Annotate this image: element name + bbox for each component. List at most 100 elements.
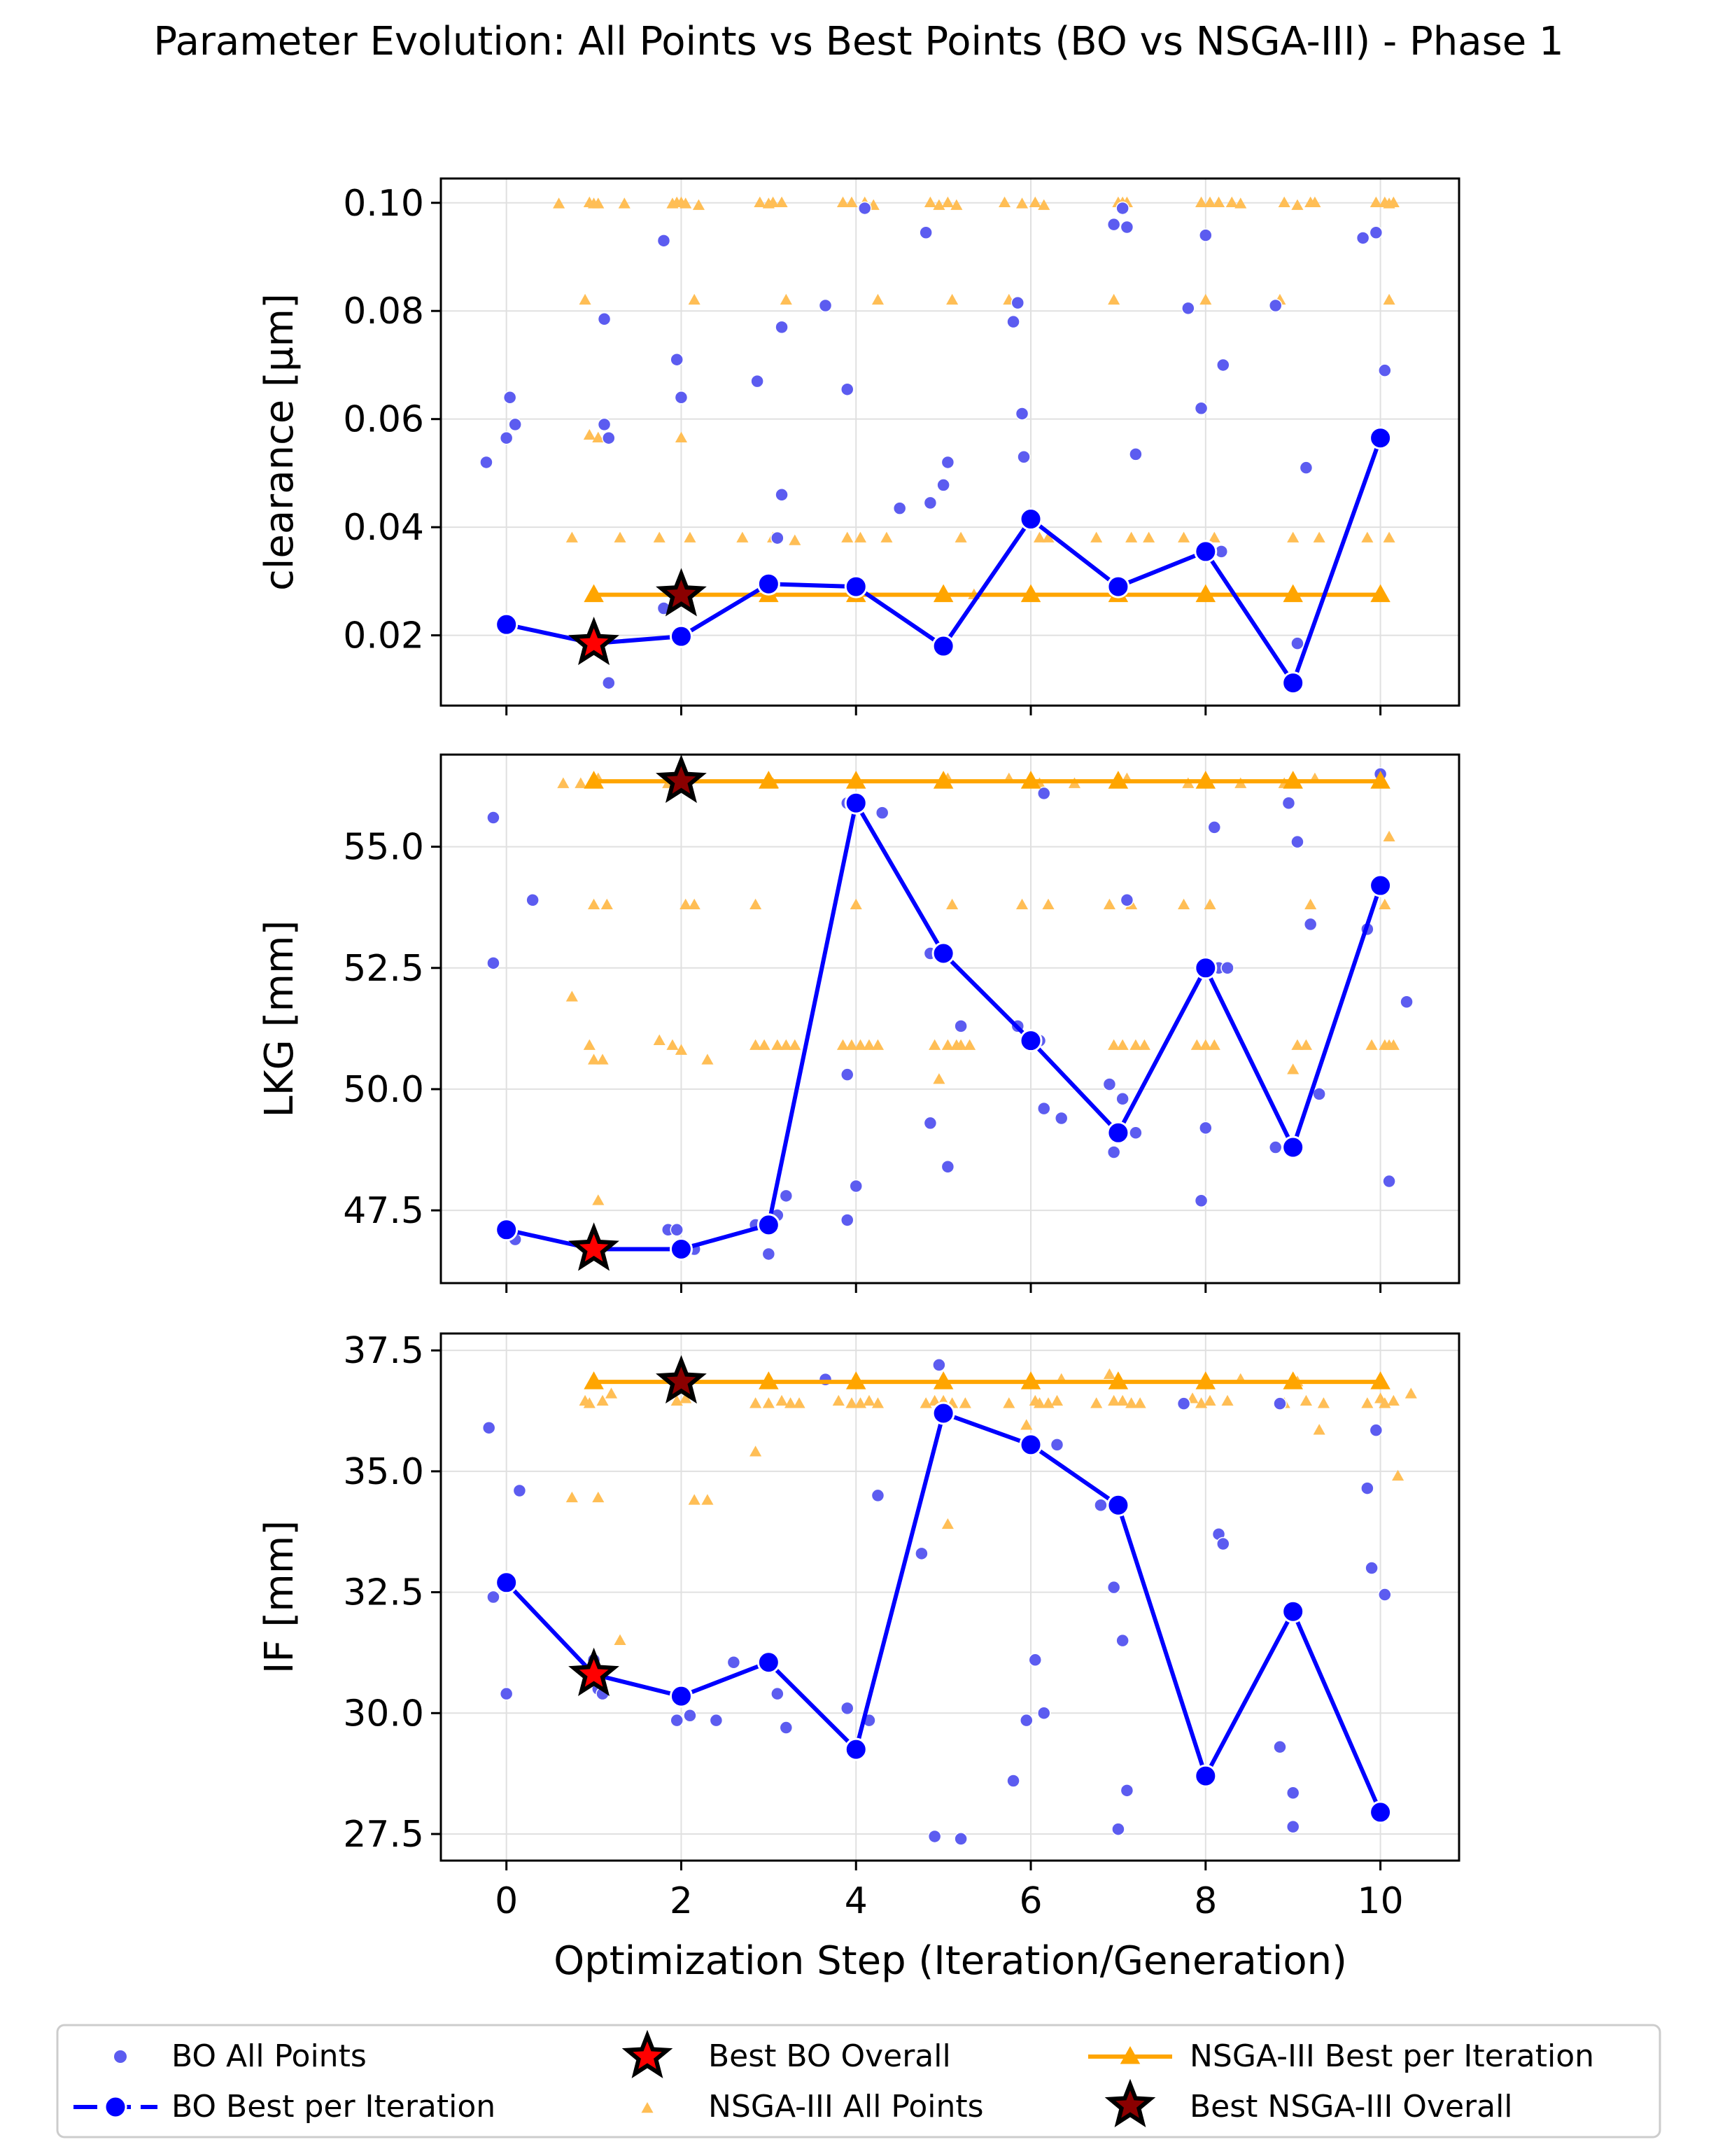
nsga-all-point: [959, 1397, 971, 1408]
bo-all-point: [1037, 1101, 1051, 1116]
nsga-all-point: [701, 1054, 714, 1065]
nsga-all-point: [1361, 1397, 1374, 1408]
nsga-all-point: [1221, 1394, 1234, 1406]
bo-all-point: [1037, 1706, 1051, 1721]
bo-all-point: [818, 298, 833, 313]
nsga-all-point: [863, 1039, 875, 1050]
nsga-all-point: [688, 1494, 700, 1505]
bo-all-point: [1120, 893, 1134, 907]
nsga-all-point: [1195, 196, 1208, 208]
nsga-all-point: [618, 197, 631, 209]
nsga-all-point: [592, 197, 605, 209]
bo-all-point: [1006, 314, 1020, 329]
nsga-best-point: [845, 771, 866, 789]
nsga-all-point: [1383, 830, 1395, 842]
plot-frame: [439, 753, 1460, 1284]
nsga-all-point: [1103, 898, 1115, 910]
nsga-all-point: [680, 1392, 692, 1404]
bo-all-point: [1106, 1580, 1121, 1595]
bo-all-point: [1216, 358, 1230, 372]
nsga-all-point: [1317, 1397, 1330, 1408]
nsga-all-point: [1383, 293, 1395, 305]
plot-area: [441, 755, 1459, 1283]
nsga-all-point: [863, 1394, 875, 1406]
nsga-all-point: [964, 1039, 976, 1050]
nsga-all-point: [789, 534, 801, 545]
legend-marker-nsga-best: [1120, 2046, 1141, 2064]
bo-all-point: [954, 1019, 968, 1033]
nsga-all-point: [1208, 531, 1220, 542]
best-bo-star: [568, 616, 619, 666]
best-bo-star: [568, 1222, 619, 1271]
nsga-all-point: [592, 1194, 605, 1205]
bo-all-point: [1054, 1111, 1069, 1126]
bo-all-point: [1378, 363, 1392, 377]
nsga-all-point: [653, 531, 666, 542]
nsga-all-point: [1313, 531, 1325, 542]
chart-panel-lkg: 47.5 50.0 52.5 55.0 LKG [mm]: [257, 753, 1460, 1293]
best-nsga-star: [656, 568, 707, 617]
nsga-all-point: [701, 1494, 714, 1505]
bo-all-point: [1050, 1438, 1064, 1452]
bo-all-point: [1102, 1077, 1117, 1091]
nsga-best-point: [933, 771, 954, 789]
bo-all-point: [1199, 1121, 1213, 1135]
bo-all-point: [512, 1483, 527, 1498]
bo-best-point: [1106, 1121, 1130, 1144]
bo-all-point: [1020, 1713, 1034, 1728]
nsga-best-point: [759, 1371, 779, 1390]
nsga-all-point: [588, 1054, 600, 1065]
bo-best-point: [495, 1571, 519, 1595]
nsga-all-point: [1313, 1424, 1325, 1435]
bo-all-point: [1094, 1498, 1108, 1512]
nsga-all-point: [880, 531, 893, 542]
nsga-all-point: [780, 293, 792, 305]
nsga-all-point: [832, 1394, 845, 1406]
nsga-all-point: [933, 199, 945, 210]
bo-all-point: [775, 488, 789, 502]
y-tick-label: 50.0: [343, 1069, 424, 1111]
bo-all-point: [597, 417, 612, 432]
bo-all-point: [1028, 1653, 1043, 1667]
nsga-best-point: [1020, 771, 1041, 789]
bo-all-point: [779, 1189, 794, 1203]
bo-all-point: [1017, 449, 1031, 464]
nsga-all-point: [565, 1491, 578, 1503]
nsga-all-point: [841, 531, 854, 542]
bo-all-point: [502, 391, 517, 405]
bo-all-point: [775, 320, 789, 335]
y-tick-label: 47.5: [343, 1190, 424, 1232]
bo-all-point: [602, 676, 616, 690]
bo-all-point: [1299, 461, 1314, 475]
bo-all-point: [941, 455, 955, 470]
y-tick-label: 0.10: [343, 183, 424, 225]
nsga-best-point: [933, 584, 954, 603]
y-axis-label: IF [mm]: [257, 1520, 302, 1674]
bo-all-point: [1268, 1140, 1283, 1154]
y-axis-label: LKG [mm]: [257, 920, 302, 1118]
x-tick-label: 4: [845, 1880, 868, 1922]
nsga-all-point: [1199, 293, 1212, 305]
bo-all-point: [1220, 961, 1234, 975]
nsga-all-point: [588, 898, 600, 910]
bo-best-point: [1369, 874, 1393, 897]
nsga-all-point: [955, 1039, 967, 1050]
y-tick-label: 52.5: [343, 948, 424, 990]
nsga-all-point: [605, 1387, 618, 1399]
nsga-all-point: [1015, 898, 1029, 910]
nsga-best-point: [759, 771, 779, 789]
bo-all-point: [486, 811, 500, 825]
nsga-all-point: [762, 1397, 775, 1408]
nsga-all-point: [684, 531, 696, 542]
bo-all-point: [1115, 1092, 1129, 1106]
y-axis-label: clearance [µm]: [257, 293, 302, 591]
nsga-all-point: [999, 196, 1011, 208]
bo-all-point: [1037, 786, 1051, 801]
bo-all-point: [486, 956, 500, 970]
bo-all-point: [499, 1686, 514, 1701]
bo-all-point: [670, 1713, 684, 1728]
legend-marker-nsga-all: [641, 2102, 654, 2113]
bo-all-point: [1303, 917, 1318, 932]
bo-all-point: [602, 430, 616, 445]
